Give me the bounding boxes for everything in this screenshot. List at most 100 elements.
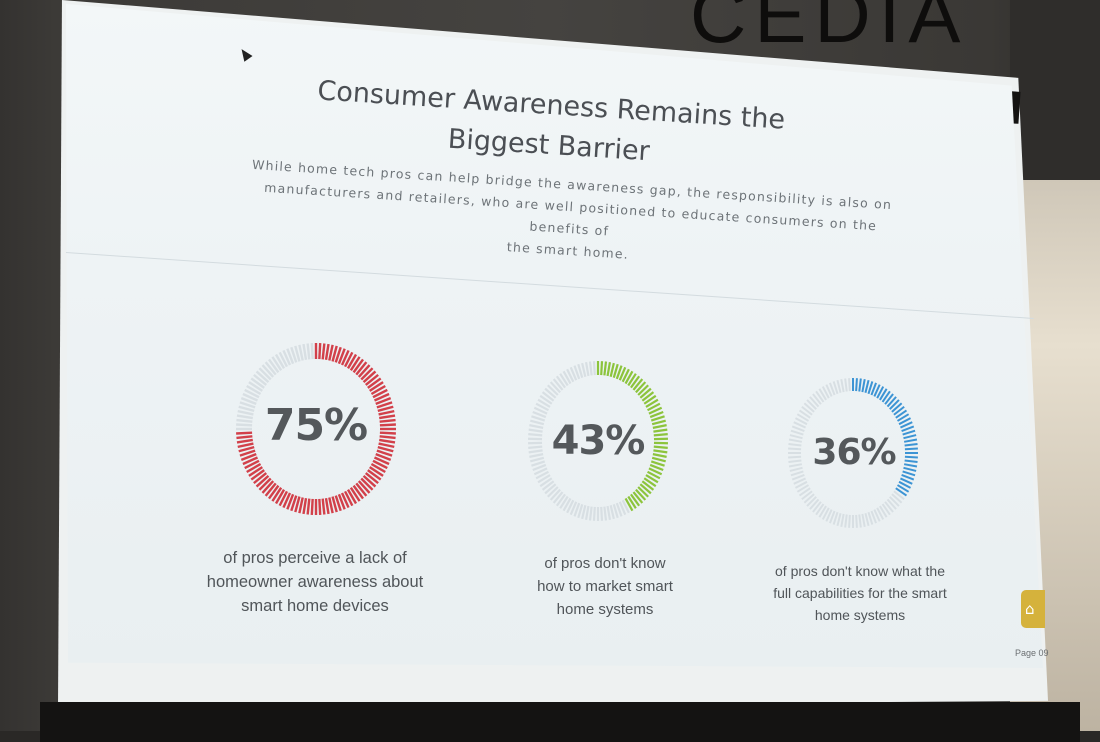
ring-tick-filled	[312, 499, 313, 515]
ring-tick-empty	[611, 505, 614, 519]
ring-tick-filled	[904, 464, 917, 466]
screen-bottom-bar	[40, 702, 1080, 742]
ring-tick-empty	[862, 514, 864, 527]
ring-tick-empty	[238, 411, 254, 414]
ring-tick-empty	[529, 450, 543, 452]
ring-tick-empty	[299, 345, 302, 361]
stat-capabilities: 36%	[780, 370, 926, 536]
ring-tick-filled	[326, 344, 329, 360]
ring-tick-empty	[845, 515, 847, 528]
ring-tick-filled	[326, 498, 329, 514]
ring-tick-filled	[604, 362, 606, 376]
ring-tick-empty	[788, 444, 801, 446]
ring-tick-filled	[236, 436, 252, 438]
ring-tick-filled	[652, 458, 666, 462]
ring-tick-empty	[530, 421, 544, 425]
ring-tick-filled	[653, 450, 667, 452]
ring-tick-empty	[528, 434, 542, 435]
ring-tick-filled	[653, 454, 667, 457]
ring-tick-filled	[319, 499, 320, 515]
wall-brand-top: CEDIA	[690, 0, 968, 61]
ring-tick-filled	[379, 416, 395, 419]
ring-tick-empty	[790, 435, 803, 438]
stat-caption: of pros don't know how to market smart h…	[500, 552, 710, 621]
ring-tick-filled	[905, 448, 918, 449]
caption-line: homeowner awareness about	[180, 570, 450, 594]
stat-percentage: 75%	[264, 400, 368, 451]
ring-tick-filled	[601, 361, 602, 375]
ring-tick-empty	[528, 447, 542, 448]
ring-tick-empty	[586, 362, 588, 376]
ring-tick-filled	[903, 468, 916, 471]
stat-percentage: 36%	[804, 432, 904, 473]
ring-tick-filled	[380, 420, 396, 422]
caption-line: of pros don't know	[500, 552, 710, 575]
stat-caption: of pros don't know what the full capabil…	[750, 560, 970, 626]
ring-tick-empty	[841, 379, 843, 392]
stat-caption: of pros perceive a lack of homeowner awa…	[180, 546, 450, 618]
ring-tick-empty	[594, 361, 595, 375]
ring-tick-filled	[380, 433, 396, 434]
ring-tick-filled	[654, 434, 668, 435]
ring-tick-filled	[329, 345, 332, 361]
ring-tick-filled	[905, 444, 918, 446]
ring-tick-empty	[594, 507, 595, 521]
ring-tick-filled	[319, 343, 320, 359]
ring-tick-filled	[862, 379, 864, 392]
ring-tick-empty	[845, 379, 847, 392]
ring-tick-empty	[586, 506, 588, 520]
ring-tick-empty	[849, 515, 850, 528]
ring-tick-filled	[903, 471, 915, 475]
ring-tick-empty	[856, 515, 857, 528]
ring-tick-empty	[837, 380, 840, 393]
ring-tick-empty	[308, 343, 310, 359]
ring-tick-filled	[323, 499, 325, 515]
ring-tick-filled	[653, 430, 667, 432]
ring-tick-empty	[236, 425, 252, 426]
ring-tick-empty	[590, 507, 592, 521]
ring-tick-empty	[604, 507, 606, 521]
ring-tick-filled	[865, 380, 868, 393]
caption-line: of pros perceive a lack of	[180, 546, 450, 570]
ring-tick-empty	[791, 431, 803, 435]
ring-tick-filled	[379, 440, 395, 443]
ring-tick-empty	[608, 506, 610, 520]
home-icon: ⌂	[1021, 590, 1045, 628]
ring-tick-filled	[904, 439, 917, 441]
ring-tick-filled	[238, 444, 254, 447]
ring-tick-filled	[608, 362, 610, 376]
caption-line: full capabilities for the smart	[750, 582, 970, 604]
ring-tick-empty	[582, 505, 585, 519]
ring-tick-empty	[859, 515, 861, 528]
ring-tick-empty	[791, 471, 803, 475]
ring-tick-empty	[303, 344, 306, 360]
ring-tick-empty	[530, 458, 544, 462]
ring-tick-filled	[299, 497, 302, 513]
ring-tick-empty	[788, 457, 801, 458]
ring-tick-empty	[841, 514, 843, 527]
ring-tick-filled	[903, 431, 915, 435]
ring-tick-filled	[856, 378, 857, 391]
ring-tick-empty	[865, 513, 868, 526]
ring-tick-filled	[652, 421, 666, 425]
ring-tick-empty	[837, 513, 840, 526]
caption-line: smart home devices	[180, 594, 450, 618]
ring-tick-filled	[653, 425, 667, 428]
ring-tick-filled	[905, 460, 918, 462]
ring-tick-filled	[236, 433, 252, 434]
ring-tick-empty	[529, 430, 543, 432]
ring-tick-empty	[790, 468, 803, 471]
ring-tick-empty	[582, 363, 585, 377]
ring-tick-empty	[312, 343, 313, 359]
ring-tick-filled	[379, 444, 395, 447]
ring-tick-filled	[380, 425, 396, 426]
ring-tick-empty	[788, 448, 801, 449]
caption-line: of pros don't know what the	[750, 560, 970, 582]
ring-tick-filled	[329, 497, 332, 513]
ring-tick-empty	[529, 425, 543, 428]
ring-tick-filled	[654, 447, 668, 448]
wall-right-top	[1010, 0, 1100, 190]
caption-line: how to market smart	[500, 575, 710, 598]
ring-tick-filled	[859, 379, 861, 392]
page-number: Page 09	[1015, 648, 1049, 658]
